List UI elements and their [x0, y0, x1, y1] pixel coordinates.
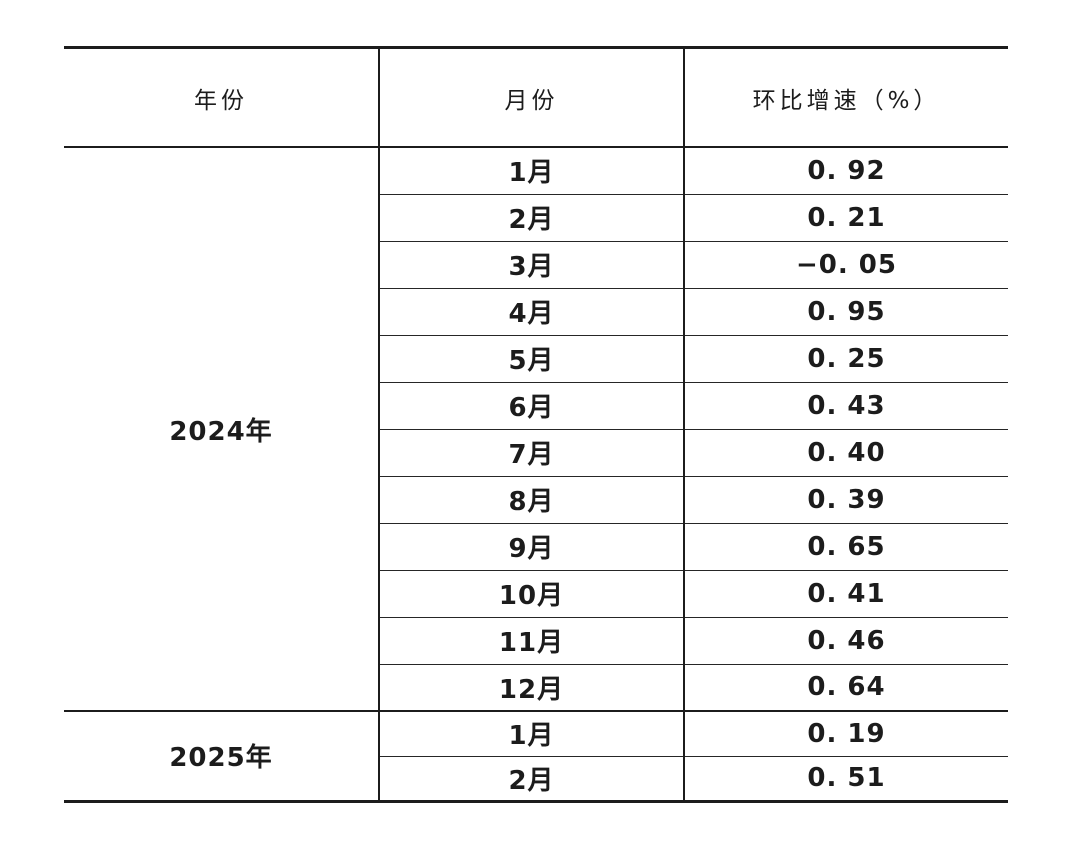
table-row: 7月 0. 40	[64, 429, 1008, 477]
value-cell: 0. 40	[683, 429, 1008, 477]
table-row: 2025年 1月 0. 19	[64, 711, 1008, 773]
value-cell: 0. 39	[683, 476, 1008, 524]
month-cell: 2月	[378, 194, 684, 242]
value-cell: 0. 64	[683, 664, 1008, 712]
table-row: 11月 0. 46	[64, 617, 1008, 665]
value-cell: 0. 43	[683, 382, 1008, 430]
table-row: 9月 0. 65	[64, 523, 1008, 571]
value-cell: 0. 21	[683, 194, 1008, 242]
month-cell: 11月	[378, 617, 684, 665]
year-cell-2025: 2025年	[169, 743, 273, 774]
value-cell: −0. 05	[683, 241, 1008, 289]
month-cell: 1月	[378, 147, 684, 195]
month-cell: 10月	[378, 570, 684, 618]
header-cell-month: 月份	[378, 47, 684, 148]
table-row: 2月 0. 21	[64, 194, 1008, 242]
year-cell-2024: 2024年	[64, 147, 379, 712]
header-cell-growth: 环比增速（%）	[683, 47, 1008, 148]
table-row: 5月 0. 25	[64, 335, 1008, 383]
month-cell: 2月	[378, 756, 684, 801]
month-cell: 4月	[378, 288, 684, 336]
value-cell: 0. 92	[683, 147, 1008, 195]
header-row: 年份 月份 环比增速（%）	[64, 47, 1008, 148]
month-cell: 8月	[378, 476, 684, 524]
month-cell: 12月	[378, 664, 684, 712]
table-row: 2024年 1月 0. 92	[64, 147, 1008, 712]
table-row: 6月 0. 43	[64, 382, 1008, 430]
table-row: 12月 0. 64	[64, 664, 1008, 712]
growth-rate-table: 年份 月份 环比增速（%） 2024年 1月 0. 92 2月 0. 21 3月…	[64, 46, 1008, 803]
header-cell-year: 年份	[64, 47, 379, 148]
month-cell: 3月	[378, 241, 684, 289]
table-row: 4月 0. 95	[64, 288, 1008, 336]
table-row: 8月 0. 39	[64, 476, 1008, 524]
value-cell: 0. 19	[683, 711, 1008, 757]
value-cell: 0. 46	[683, 617, 1008, 665]
value-cell: 0. 65	[683, 523, 1008, 571]
value-cell: 0. 51	[683, 756, 1008, 801]
value-cell: 0. 95	[683, 288, 1008, 336]
value-cell: 0. 25	[683, 335, 1008, 383]
month-cell: 5月	[378, 335, 684, 383]
table-row: 10月 0. 41	[64, 570, 1008, 618]
table-row: 2月 0. 51	[64, 756, 1008, 801]
value-cell: 0. 41	[683, 570, 1008, 618]
month-cell: 7月	[378, 429, 684, 477]
month-cell: 9月	[378, 523, 684, 571]
month-cell: 1月	[378, 711, 684, 757]
table-row: 3月 −0. 05	[64, 241, 1008, 289]
month-cell: 6月	[378, 382, 684, 430]
